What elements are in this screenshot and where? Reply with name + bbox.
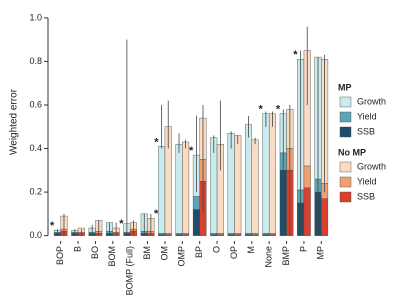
x-tick-label: BOMP (Full): [125, 246, 135, 295]
bar-segment: [303, 187, 311, 236]
bar-segment: [321, 198, 329, 236]
legend-swatch: [339, 161, 352, 173]
x-tick-label: OMP: [177, 246, 187, 267]
y-tick-label: 0.8: [29, 56, 42, 66]
x-tick-label: OM: [159, 246, 169, 261]
bar-segment: [245, 124, 253, 234]
y-tick-label: 0.4: [29, 143, 42, 153]
significance-marker: *: [276, 104, 281, 116]
y-tick-label: 0.2: [29, 186, 42, 196]
y-axis-label: Weighted error: [9, 88, 20, 155]
legend-title: No MP: [338, 147, 366, 157]
legend-swatch: [339, 191, 352, 203]
x-tick-label: BM: [142, 246, 152, 260]
y-tick-label: 0.0: [29, 230, 42, 240]
bar-segment: [251, 139, 259, 234]
legend-swatch: [339, 96, 352, 108]
bar-segment: [234, 135, 242, 234]
y-tick-label: 0.6: [29, 99, 42, 109]
x-tick-label: BP: [194, 246, 204, 258]
bar-segment: [303, 165, 311, 188]
x-tick-label: B: [72, 246, 82, 252]
legend-label: Yield: [357, 176, 377, 186]
significance-marker: *: [189, 145, 194, 157]
significance-marker: *: [154, 208, 159, 220]
x-tick-label: BOM: [107, 246, 117, 267]
legend-label: Growth: [357, 161, 386, 171]
bar-segment: [192, 209, 200, 236]
legend-label: SSB: [357, 126, 375, 136]
y-tick-label: 1.0: [29, 12, 42, 22]
x-tick-label: OP: [229, 246, 239, 259]
legend-title: MP: [338, 82, 352, 92]
legend-label: SSB: [357, 191, 375, 201]
bar-segment: [268, 113, 276, 234]
x-tick-label: M: [246, 246, 256, 254]
x-tick-label: BMP: [281, 246, 291, 266]
legend-label: Growth: [357, 96, 386, 106]
significance-marker: *: [50, 220, 55, 232]
bar-segment: [175, 143, 183, 234]
legend-swatch: [339, 111, 352, 123]
x-tick-label: P: [298, 246, 308, 252]
significance-marker: *: [154, 136, 159, 148]
legend-label: Yield: [357, 111, 377, 121]
significance-marker: *: [258, 104, 263, 116]
bar-segment: [262, 113, 270, 234]
x-tick-label: None: [264, 246, 274, 268]
bar-segment: [158, 146, 166, 234]
significance-marker: *: [119, 218, 124, 230]
x-tick-label: MP: [316, 246, 326, 260]
legend-swatch: [339, 126, 352, 138]
bar-segment: [182, 141, 190, 234]
x-tick-label: O: [211, 246, 221, 253]
x-tick-label: BOP: [55, 246, 65, 265]
bar-segment: [192, 196, 200, 210]
legend-swatch: [339, 176, 352, 188]
x-tick-label: BO: [90, 246, 100, 259]
significance-marker: *: [293, 49, 298, 61]
